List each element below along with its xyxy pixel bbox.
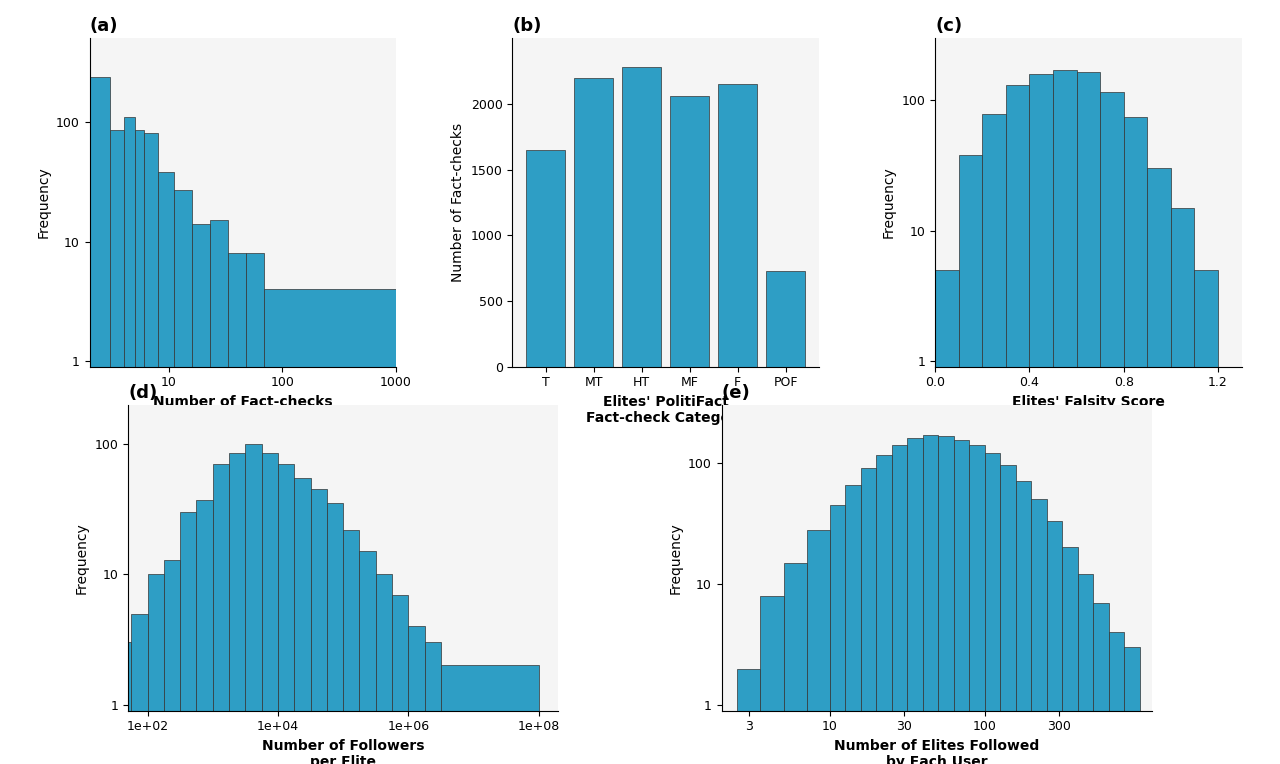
Bar [982, 115, 1006, 764]
Bar [326, 503, 343, 764]
Bar [392, 594, 408, 764]
Bar [1001, 465, 1016, 764]
Bar [1078, 575, 1093, 764]
X-axis label: Number of Elites Followed
by Each User: Number of Elites Followed by Each User [835, 739, 1039, 764]
Bar [737, 668, 760, 764]
Bar [806, 529, 829, 764]
Text: (d): (d) [128, 384, 157, 402]
Bar [1147, 168, 1171, 764]
Bar [908, 438, 923, 764]
Bar [1076, 72, 1101, 764]
Bar [134, 131, 143, 764]
Y-axis label: Frequency: Frequency [882, 167, 896, 238]
Bar [1101, 92, 1124, 764]
Bar [261, 453, 278, 764]
Bar [212, 465, 229, 764]
Bar [147, 575, 164, 764]
X-axis label: Elites' PolitiFact
Fact-check Category: Elites' PolitiFact Fact-check Category [586, 395, 746, 426]
Bar [760, 596, 783, 764]
Bar [846, 485, 861, 764]
Text: (c): (c) [936, 18, 963, 35]
Bar [132, 613, 147, 764]
Bar [1047, 521, 1062, 764]
Bar [408, 626, 425, 764]
X-axis label: Number of Followers
per Elite: Number of Followers per Elite [262, 739, 425, 764]
Bar [1016, 481, 1032, 764]
Bar [82, 665, 99, 764]
Bar [192, 224, 210, 764]
Y-axis label: Frequency: Frequency [668, 522, 682, 594]
Bar [767, 270, 805, 367]
Bar [180, 512, 197, 764]
Bar [376, 575, 392, 764]
Bar [892, 445, 908, 764]
Bar [210, 221, 228, 764]
X-axis label: Number of Fact-checks
per Elite: Number of Fact-checks per Elite [154, 395, 333, 426]
Bar [938, 436, 954, 764]
Bar [1032, 499, 1047, 764]
Bar [783, 562, 806, 764]
Bar [1006, 86, 1029, 764]
Bar [343, 529, 360, 764]
X-axis label: Elites' Falsity Score: Elites' Falsity Score [1012, 395, 1165, 409]
Bar [55, 66, 90, 764]
Bar [197, 500, 212, 764]
Bar [229, 453, 246, 764]
Bar [264, 290, 396, 764]
Bar [440, 665, 539, 764]
Bar [1124, 117, 1147, 764]
Y-axis label: Number of Fact-checks: Number of Fact-checks [452, 123, 465, 282]
Bar [99, 643, 115, 764]
Bar [278, 465, 294, 764]
Bar [90, 77, 110, 764]
Bar [425, 643, 440, 764]
Bar [228, 253, 246, 764]
Bar [1108, 632, 1124, 764]
Y-axis label: Frequency: Frequency [74, 522, 88, 594]
Bar [360, 552, 376, 764]
Bar [936, 270, 959, 764]
Bar [1124, 647, 1139, 764]
Bar [1093, 603, 1108, 764]
Bar [923, 435, 938, 764]
Bar [718, 84, 756, 367]
Bar [246, 444, 261, 764]
Bar [954, 439, 969, 764]
Bar [1029, 74, 1053, 764]
Bar [1171, 208, 1194, 764]
Bar [671, 96, 709, 367]
Bar [311, 489, 326, 764]
Text: (b): (b) [512, 18, 541, 35]
Bar [1053, 70, 1076, 764]
Bar [164, 559, 180, 764]
Text: (e): (e) [722, 384, 750, 402]
Bar [157, 172, 174, 764]
Bar [143, 134, 157, 764]
Text: (a): (a) [90, 18, 118, 35]
Bar [115, 643, 132, 764]
Bar [294, 478, 311, 764]
Bar [575, 78, 613, 367]
Bar [969, 445, 984, 764]
Bar [124, 117, 134, 764]
Bar [622, 67, 660, 367]
Bar [110, 131, 124, 764]
Bar [861, 468, 877, 764]
Bar [174, 190, 192, 764]
Bar [984, 453, 1001, 764]
Bar [1194, 270, 1219, 764]
Bar [829, 505, 846, 764]
Bar [246, 253, 264, 764]
Bar [877, 455, 892, 764]
Bar [1062, 547, 1078, 764]
Bar [526, 150, 564, 367]
Bar [959, 155, 982, 764]
Y-axis label: Frequency: Frequency [36, 167, 50, 238]
